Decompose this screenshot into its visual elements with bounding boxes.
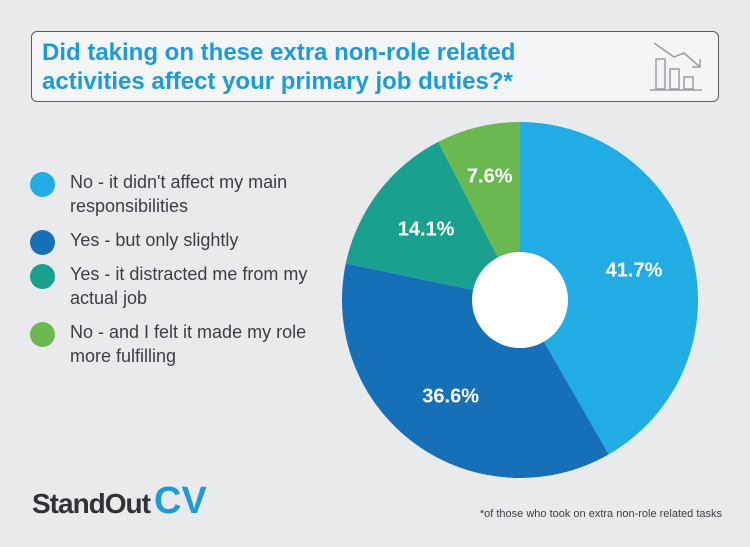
legend-label: Yes - but only slightly [70, 230, 239, 250]
standout-cv-logo: StandOut CV [32, 480, 207, 524]
legend-item: Yes - but only slightly [30, 228, 320, 255]
logo-accent: CV [154, 480, 207, 522]
footnote: *of those who took on extra non-role rel… [479, 508, 722, 520]
pie-slice [345, 141, 520, 300]
legend-label: No - and I felt it made my role more ful… [70, 322, 307, 366]
legend-item: No - it didn't affect my main responsibi… [30, 170, 320, 218]
chart-title: Did taking on these extra non-role relat… [42, 39, 516, 95]
donut-hole [472, 252, 568, 348]
declining-bar-chart-icon [650, 42, 702, 91]
legend-label: No - it didn't affect my main responsibi… [70, 172, 288, 216]
slice-value-label: 41.7% [606, 260, 663, 282]
legend-swatch [30, 172, 55, 197]
legend-label: Yes - it distracted me from my actual jo… [70, 264, 308, 308]
slice-value-label: 7.6% [467, 166, 513, 188]
legend-swatch [30, 230, 55, 255]
legend-item: Yes - it distracted me from my actual jo… [30, 262, 320, 310]
legend-item: No - and I felt it made my role more ful… [30, 320, 320, 368]
title-box: Did taking on these extra non-role relat… [31, 31, 719, 102]
slice-value-label: 36.6% [422, 385, 479, 407]
legend-swatch [30, 264, 55, 289]
donut-chart: 41.7% 36.6% 14.1% 7.6% [342, 122, 698, 478]
legend: No - it didn't affect my main responsibi… [30, 170, 320, 378]
legend-swatch [30, 322, 55, 347]
pie-slice [520, 122, 698, 455]
slice-value-label: 14.1% [398, 219, 455, 241]
pie-slice [438, 122, 520, 300]
logo-text: StandOut [32, 488, 151, 519]
pie-slice [342, 263, 609, 478]
